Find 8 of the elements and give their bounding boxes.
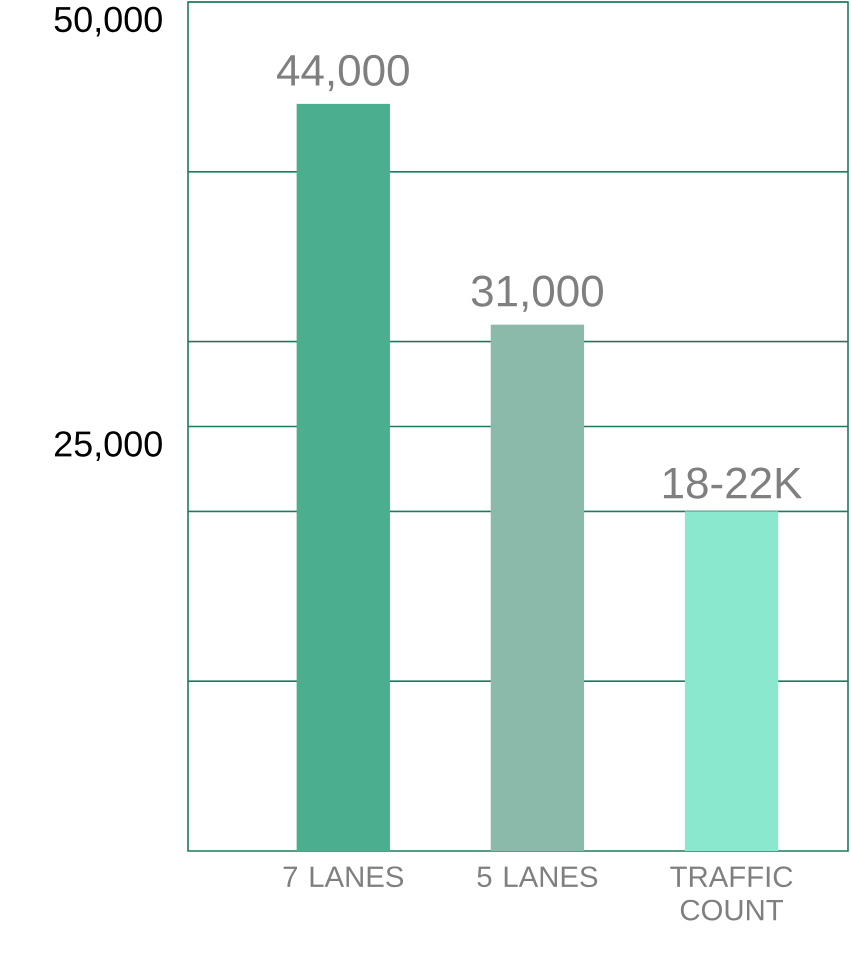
data-label: 18-22K	[664, 468, 802, 499]
x-tick-label: TRAFFIC COUNT	[670, 866, 792, 920]
y-tick-label: 25,000	[55, 431, 162, 461]
x-tick-label: 5 LANES	[477, 866, 598, 888]
x-tick-label: 7 LANES	[284, 866, 404, 888]
data-label: 44,000	[277, 54, 409, 92]
data-label: 31,000	[472, 276, 603, 312]
y-tick-label: 50,000	[54, 6, 162, 36]
